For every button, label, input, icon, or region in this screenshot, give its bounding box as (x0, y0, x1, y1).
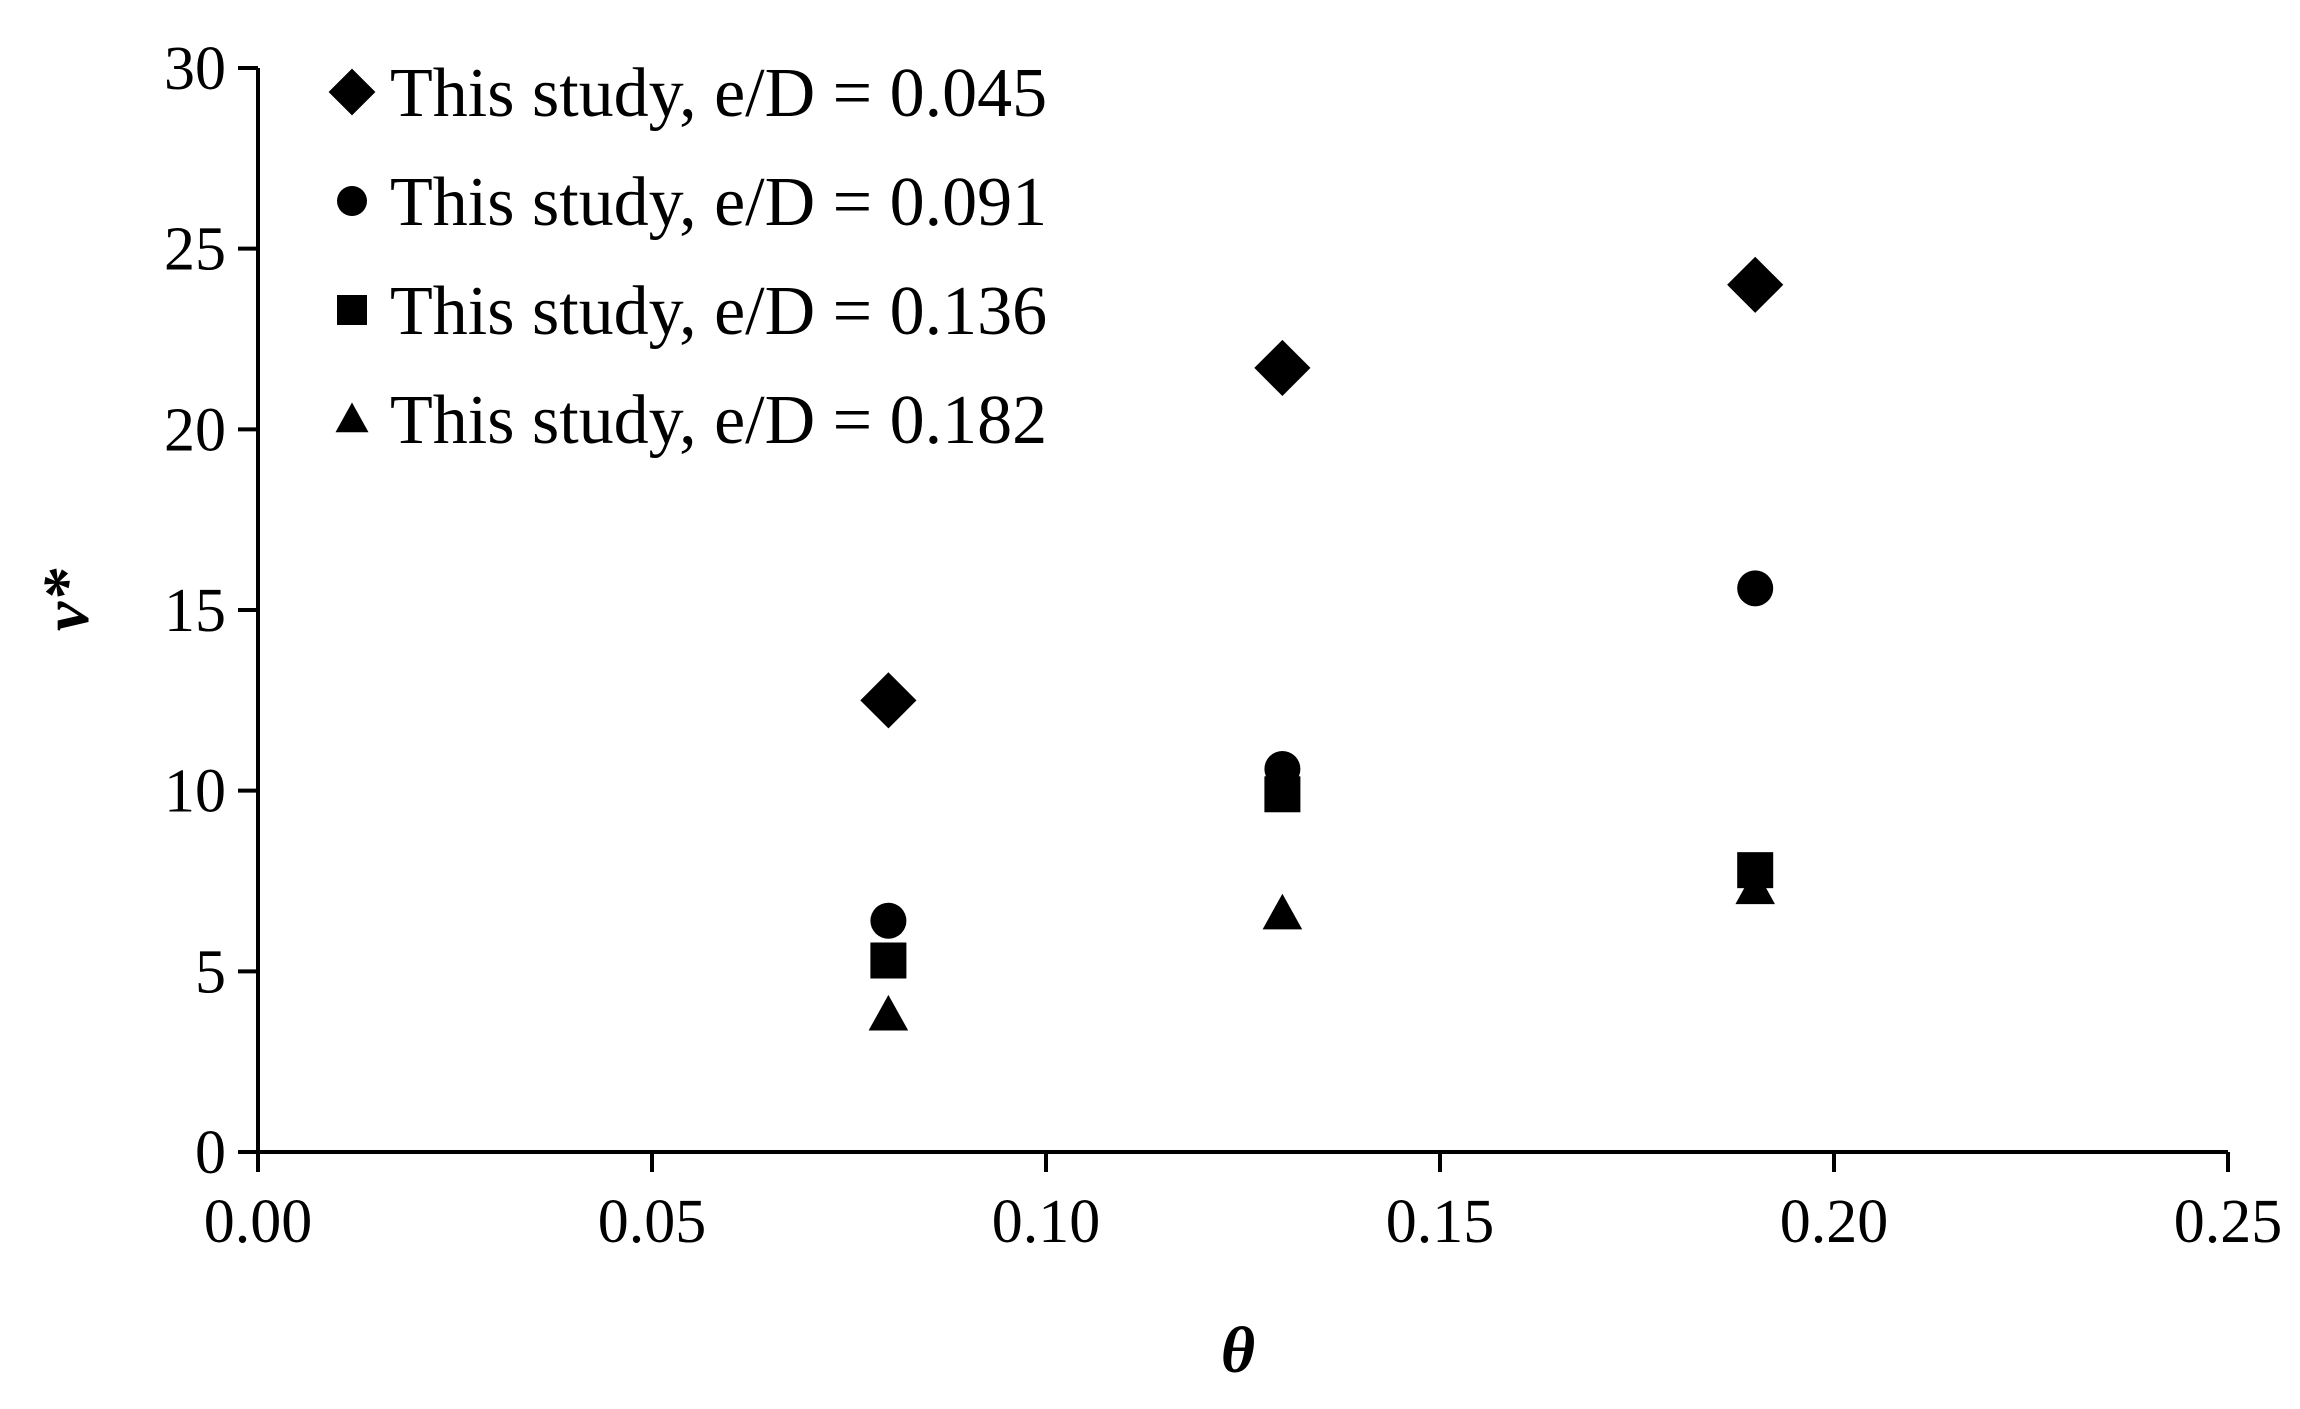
y-axis-title: ν* (30, 568, 103, 631)
x-tick-label: 0.05 (598, 1188, 707, 1256)
data-point-diamond (1254, 339, 1311, 396)
y-tick-label: 5 (195, 938, 226, 1006)
y-tick-label: 10 (164, 758, 226, 826)
x-tick-label: 0.00 (204, 1188, 313, 1256)
x-tick-label: 0.25 (2174, 1188, 2283, 1256)
legend-marker-circle (337, 186, 367, 216)
legend-label: This study, e/D = 0.182 (390, 382, 1047, 459)
legend: This study, e/D = 0.045 This study, e/D =… (328, 55, 1047, 459)
x-axis-title: θ (1221, 1314, 1255, 1387)
data-point-circle (870, 902, 907, 939)
legend-label: This study, e/D = 0.045 (390, 55, 1047, 132)
y-tick-label: 20 (164, 396, 226, 464)
axes: 0.00 0.05 0.10 0.15 0.20 0.25 0 5 10 15 20 25 30 (164, 35, 2282, 1256)
data-point-triangle (1262, 893, 1303, 930)
legend-marker-square (337, 295, 367, 325)
y-tick-label: 0 (195, 1119, 226, 1187)
data-point-diamond (860, 672, 917, 729)
data-point-square (870, 942, 907, 979)
data-point-square (1264, 776, 1301, 813)
data-point-triangle (1735, 868, 1775, 905)
legend-marker-diamond (328, 68, 376, 116)
y-tick-label: 30 (164, 35, 226, 103)
data-point-triangle (868, 994, 909, 1031)
data-points (860, 256, 1784, 1031)
legend-label: This study, e/D = 0.091 (390, 164, 1047, 241)
y-tick-label: 15 (164, 577, 226, 645)
data-point-diamond (1727, 256, 1784, 313)
legend-marker-triangle (335, 402, 369, 433)
x-tick-label: 0.20 (1780, 1188, 1889, 1256)
x-tick-label: 0.10 (992, 1188, 1101, 1256)
data-point-circle (1737, 570, 1774, 607)
x-tick-label: 0.15 (1386, 1188, 1495, 1256)
legend-label: This study, e/D = 0.136 (390, 273, 1047, 350)
y-tick-label: 25 (164, 216, 226, 284)
